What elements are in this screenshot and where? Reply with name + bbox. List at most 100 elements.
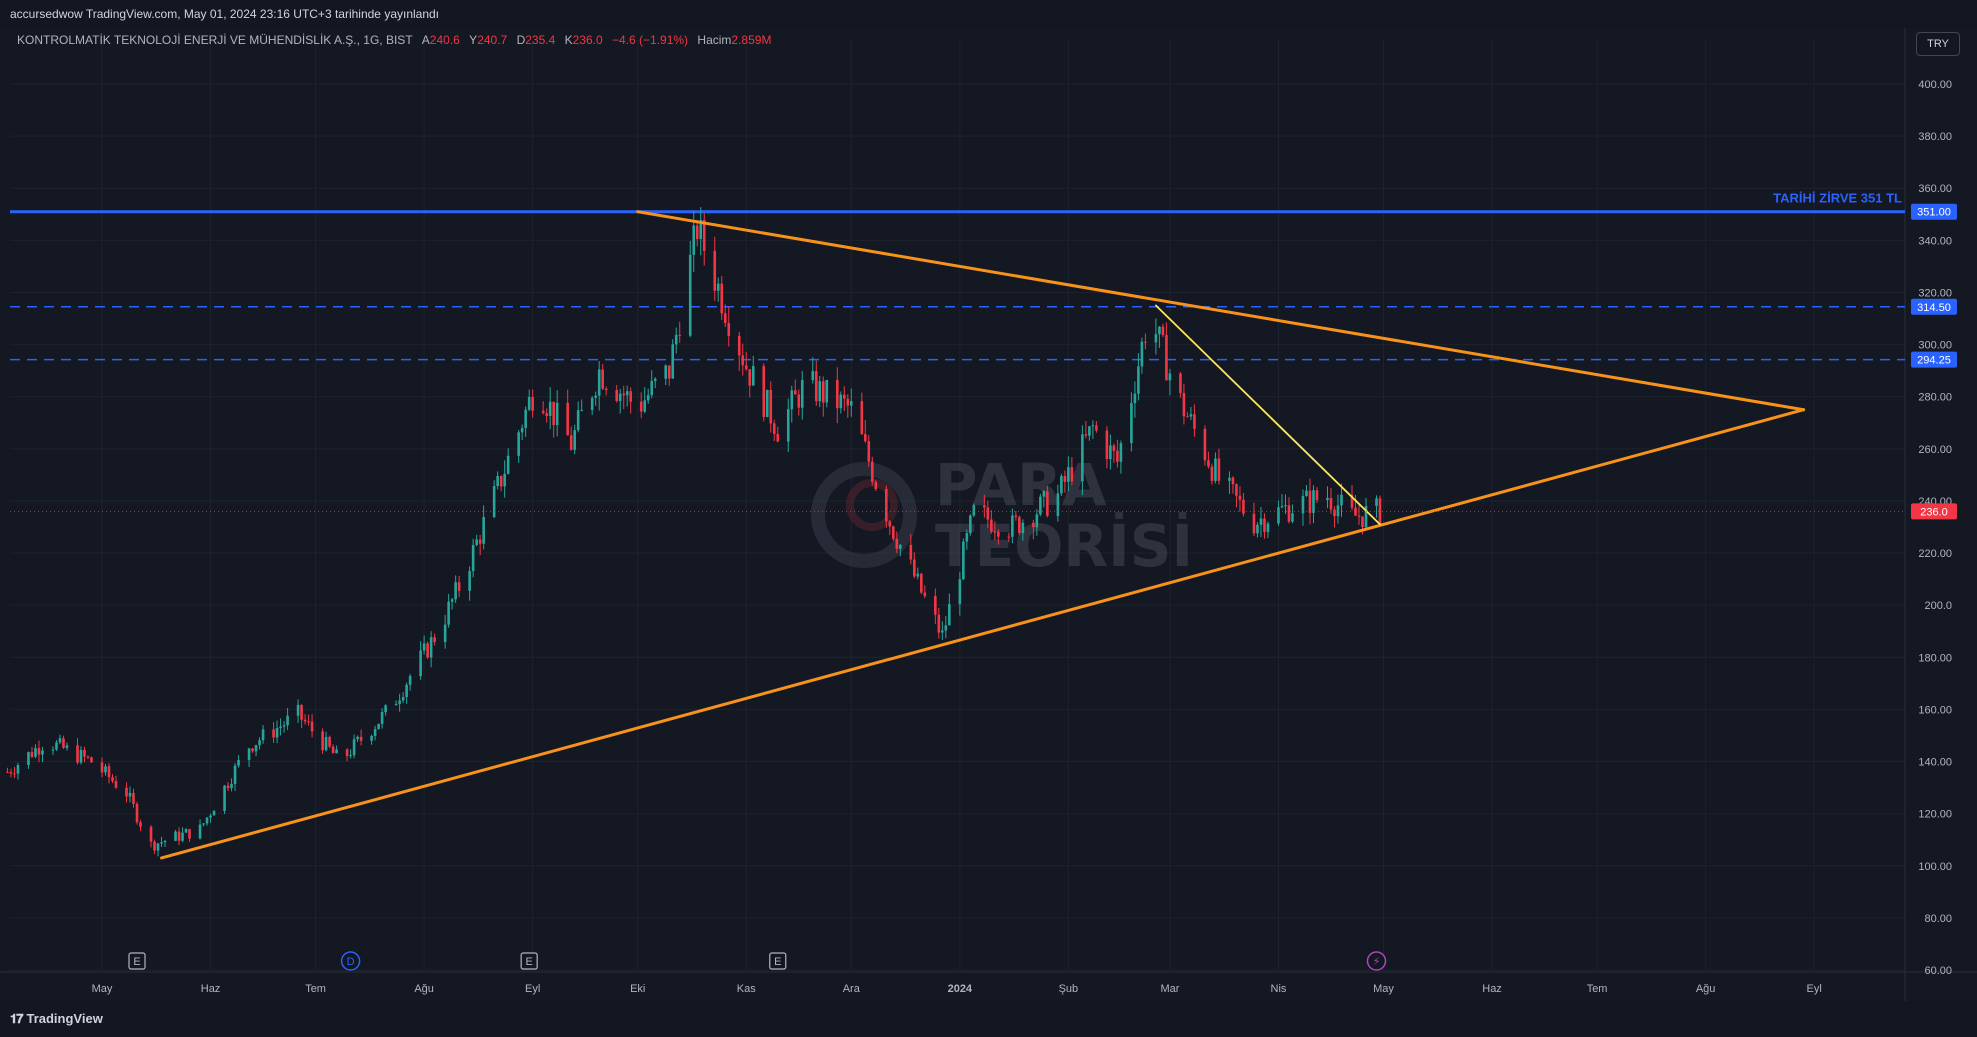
candle-body — [527, 397, 531, 410]
candle — [443, 614, 447, 649]
candle-body — [727, 322, 731, 336]
candle-body — [741, 355, 745, 366]
event-marker[interactable]: ⚡ — [1366, 951, 1387, 971]
candle — [983, 494, 986, 518]
footer: 𝟏𝟕 TradingView — [0, 1001, 1977, 1037]
candle-body — [1203, 428, 1207, 461]
candle — [1231, 476, 1235, 494]
candle-body — [79, 749, 83, 763]
candle — [909, 533, 913, 565]
candle — [892, 525, 895, 541]
candle-body — [1140, 341, 1144, 367]
x-tick-label: 2024 — [948, 983, 973, 995]
x-tick-label: Eki — [630, 983, 645, 995]
candle-body — [1165, 335, 1168, 381]
event-marker[interactable]: E — [128, 952, 146, 970]
candle-body — [279, 726, 282, 729]
candle-body — [671, 344, 675, 379]
candle — [1154, 318, 1158, 355]
candle-body — [1228, 477, 1231, 481]
candle-body — [1336, 505, 1340, 517]
candle — [1238, 486, 1242, 512]
candle — [590, 396, 594, 416]
candle-body — [993, 531, 997, 533]
candle — [941, 621, 944, 640]
candle-body — [1291, 513, 1294, 522]
candle — [65, 742, 69, 751]
candle — [380, 708, 384, 729]
candle — [422, 635, 426, 655]
candle-body — [769, 389, 773, 424]
x-tick-label: Ağu — [1696, 983, 1716, 995]
candle — [944, 616, 948, 639]
candle — [160, 836, 163, 847]
candle — [1046, 485, 1049, 518]
candle — [863, 420, 867, 443]
currency-button[interactable]: TRY — [1916, 32, 1960, 56]
earnings-marker-icon — [520, 952, 538, 970]
candle — [566, 389, 569, 436]
candle-body — [604, 388, 608, 391]
candle-body — [177, 831, 181, 841]
candle — [496, 471, 499, 490]
candle — [156, 842, 160, 857]
dividend-marker-icon — [340, 951, 361, 971]
candle — [1210, 463, 1214, 485]
candle — [6, 767, 9, 773]
event-marker[interactable]: E — [769, 952, 787, 970]
candle — [849, 388, 853, 417]
candle-body — [1308, 490, 1312, 513]
candles — [6, 207, 1382, 857]
candle-body — [723, 313, 727, 323]
y-tick-label: 380.00 — [1918, 131, 1952, 143]
y-tick-label: 280.00 — [1918, 392, 1952, 404]
candle — [871, 456, 874, 486]
event-marker-label: E — [133, 956, 140, 968]
candle-body — [751, 366, 755, 386]
candle-body — [174, 831, 177, 841]
candle-body — [948, 604, 951, 626]
candle-body — [478, 539, 482, 544]
candle-body — [702, 219, 706, 251]
candle-body — [941, 630, 944, 633]
candle — [86, 755, 90, 759]
y-tick-label: 140.00 — [1918, 757, 1952, 769]
candle-body — [1312, 490, 1315, 513]
candle — [835, 367, 839, 424]
candle-body — [9, 772, 13, 774]
event-marker[interactable]: E — [520, 952, 538, 970]
candle-body — [713, 250, 717, 291]
x-tick-label: Kas — [737, 983, 756, 995]
high-label: Y — [469, 33, 478, 47]
tradingview-logo[interactable]: 𝟏𝟕 TradingView — [10, 1011, 103, 1027]
candle-body — [793, 390, 797, 395]
candle-body — [678, 334, 682, 336]
candle-body — [6, 771, 9, 773]
candle-body — [650, 381, 654, 396]
candle-body — [34, 748, 37, 757]
candle — [475, 534, 478, 547]
candle — [765, 389, 769, 418]
candle — [1133, 381, 1137, 418]
candle — [359, 729, 363, 746]
candle-body — [986, 507, 990, 520]
candle — [429, 631, 433, 668]
candle — [713, 236, 717, 301]
candle — [111, 774, 114, 784]
candle — [1252, 502, 1256, 537]
candle-body — [1158, 326, 1161, 335]
candle — [188, 828, 191, 842]
candle — [1095, 421, 1098, 433]
candle-body — [30, 752, 34, 757]
candle — [545, 408, 548, 423]
candle — [226, 782, 230, 792]
candle-body — [370, 735, 373, 741]
candle-body — [800, 380, 804, 408]
level-price-tag — [1911, 298, 1957, 315]
candle — [9, 768, 13, 778]
event-marker[interactable]: D — [340, 951, 361, 971]
candle — [678, 321, 682, 343]
candle — [1168, 368, 1172, 396]
candle-body — [198, 824, 202, 839]
